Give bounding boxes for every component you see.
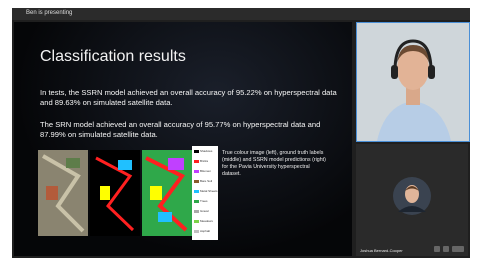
label-area [118, 160, 132, 170]
participant-video [357, 23, 469, 141]
pred-area [150, 186, 162, 200]
legend-label: Gravel [200, 209, 209, 213]
legend-entry: Gravel [194, 209, 209, 213]
pred-area [168, 158, 184, 170]
prediction-image [142, 150, 192, 236]
legend-swatch [194, 170, 199, 173]
earcup [391, 65, 398, 79]
legend-entry: Bare Soil [194, 179, 212, 183]
legend-label: Trees [200, 199, 208, 203]
top-bar: Ben is presenting [12, 8, 470, 20]
more-button[interactable] [452, 246, 464, 252]
legend-swatch [194, 210, 199, 213]
slide-caption: True colour image (left), ground truth l… [222, 150, 326, 178]
true-colour-image [38, 150, 88, 236]
legend-label: Meadows [200, 219, 213, 223]
video-tile [356, 22, 470, 142]
avatar [392, 176, 432, 216]
camera-button[interactable] [443, 246, 449, 252]
slide-paragraph: The SRN model achieved an overall accura… [40, 120, 340, 140]
legend-swatch [194, 160, 199, 163]
legend-label: Asphalt [200, 229, 210, 233]
video-tile: Joshua Bernard-Cooper [356, 144, 468, 256]
legend-label: Metal Sheets [200, 189, 218, 193]
meeting-window: Ben is presenting Classification results… [12, 8, 470, 258]
legend-entry: Meadows [194, 219, 213, 223]
legend-label: Bitumen [200, 169, 211, 173]
slide-paragraph: In tests, the SSRN model achieved an ove… [40, 88, 340, 108]
legend-swatch [194, 180, 199, 183]
legend-swatch [194, 200, 199, 203]
legend-entry: Asphalt [194, 229, 210, 233]
legend-entry: Bitumen [194, 169, 211, 173]
legend-entry: Trees [194, 199, 208, 203]
earcup [428, 65, 435, 79]
label-area [100, 186, 110, 200]
field [66, 158, 80, 168]
legend-swatch [194, 150, 199, 153]
legend-entry: Bricks [194, 159, 208, 163]
result-images [38, 146, 192, 240]
participant-name: Joshua Bernard-Cooper [360, 248, 403, 253]
legend-swatch [194, 230, 199, 233]
pred-area [158, 212, 172, 222]
legend-label: Bare Soil [200, 179, 212, 183]
legend-entry: Metal Sheets [194, 189, 218, 193]
mic-button[interactable] [434, 246, 440, 252]
presenter-label: Ben is presenting [26, 10, 72, 16]
legend-label: Shadows [200, 149, 212, 153]
legend: Shadows Bricks Bitumen Bare Soil Metal Sheet… [192, 146, 218, 240]
shared-slide: Classification results In tests, the SSR… [14, 22, 352, 256]
ground-truth-image [90, 150, 140, 236]
legend-label: Bricks [200, 159, 208, 163]
call-controls [434, 245, 466, 253]
legend-swatch [194, 220, 199, 223]
legend-swatch [194, 190, 199, 193]
legend-entry: Shadows [194, 149, 212, 153]
slide-title: Classification results [40, 48, 186, 66]
roof [46, 186, 58, 200]
